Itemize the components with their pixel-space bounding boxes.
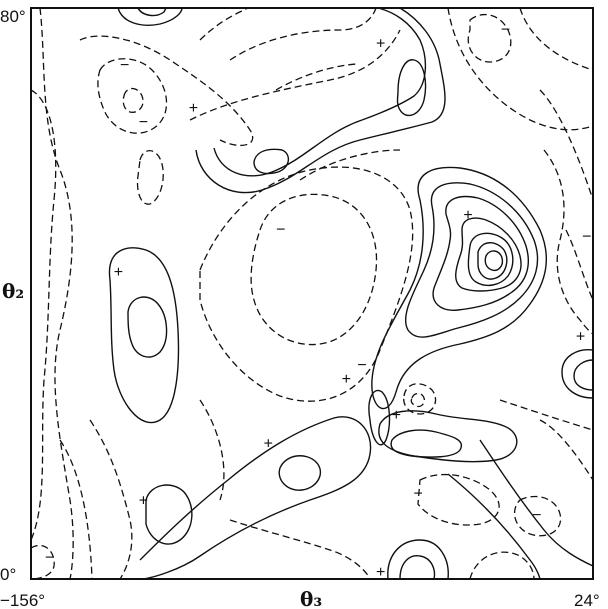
contour-solid <box>479 439 594 567</box>
positive-contours <box>108 7 594 580</box>
minimum-marker: − <box>139 114 148 131</box>
maximum-marker: + <box>189 100 198 117</box>
contour-dashed <box>539 89 594 201</box>
contour-dashed <box>79 35 254 147</box>
contour-dashed <box>410 392 426 408</box>
x-axis-label: θ₃ <box>300 587 322 609</box>
contour-solid <box>127 296 168 358</box>
plot-frame <box>30 7 594 580</box>
minimum-marker: − <box>414 485 423 502</box>
contour-solid <box>145 484 193 545</box>
contour-dashed <box>30 544 55 580</box>
contour-solid <box>484 250 504 272</box>
maximum-marker: + <box>342 371 351 388</box>
contour-dashed <box>403 383 437 415</box>
contour-dashed <box>39 7 74 580</box>
maximum-marker: + <box>576 328 585 345</box>
minimum-marker: − <box>501 21 510 38</box>
contour-dashed <box>469 551 535 580</box>
maximum-marker: + <box>376 564 385 581</box>
contour-dashed <box>199 399 225 501</box>
contour-dashed <box>417 473 500 526</box>
maximum-marker: + <box>463 207 472 224</box>
contour-solid <box>396 59 427 117</box>
contour-solid <box>455 217 522 292</box>
extrema-markers: ++++++++++−−−−−−−−− <box>45 21 591 581</box>
maximum-marker: + <box>114 264 123 281</box>
contour-solid <box>108 247 180 424</box>
contour-solid <box>404 182 539 338</box>
minimum-marker: − <box>357 357 366 374</box>
contour-dashed <box>189 29 401 121</box>
contour-solid <box>368 389 391 446</box>
contour-solid <box>467 232 514 287</box>
contour-dashed <box>97 58 168 134</box>
contour-dashed <box>122 87 144 113</box>
maximum-marker: + <box>264 435 273 452</box>
contour-solid <box>573 359 594 391</box>
contour-solid <box>117 7 183 26</box>
minimum-marker: − <box>582 228 591 245</box>
contour-solid <box>390 429 463 458</box>
contour-dashed <box>447 7 594 131</box>
contour-dashed <box>89 419 133 580</box>
contour-dashed <box>199 7 249 41</box>
contour-dashed <box>229 519 371 580</box>
minimum-marker: − <box>276 221 285 238</box>
maximum-marker: + <box>139 493 148 510</box>
contour-solid <box>253 148 289 175</box>
maximum-marker: + <box>392 407 401 424</box>
y-tick-top: 80° <box>0 7 26 26</box>
contour-solid <box>477 242 508 280</box>
contour-solid <box>561 349 594 399</box>
contour-dashed <box>136 150 164 205</box>
contour-dashed <box>467 13 512 63</box>
contour-dashed <box>229 7 377 61</box>
contour-dashed <box>59 439 93 580</box>
contour-dashed <box>250 193 378 346</box>
contour-dashed <box>539 419 594 481</box>
minimum-marker: − <box>532 507 541 524</box>
contour-solid <box>432 195 530 311</box>
contour-solid <box>195 7 446 194</box>
contour-solid <box>399 555 436 580</box>
contour-solid <box>371 166 547 410</box>
contour-solid <box>278 455 321 491</box>
contour-solid <box>139 416 372 580</box>
contour-dashed <box>199 166 414 402</box>
x-tick-left: −156° <box>0 591 45 609</box>
contour-dashed <box>543 149 594 335</box>
minimum-marker: − <box>45 550 54 567</box>
contour-solid <box>447 473 541 580</box>
y-axis-label: θ₂ <box>2 279 24 303</box>
contour-solid <box>137 7 167 17</box>
y-tick-bottom: 0° <box>0 565 16 584</box>
x-tick-right: 24° <box>574 591 600 609</box>
contour-dashed <box>30 89 57 541</box>
contour-dashed <box>299 149 401 181</box>
contour-dashed <box>519 7 594 71</box>
minimum-marker: − <box>120 57 129 74</box>
contour-solid <box>387 539 449 580</box>
contour-dashed <box>499 399 594 431</box>
contour-dashed <box>513 495 562 537</box>
negative-contours <box>30 7 594 580</box>
contour-dashed <box>565 229 594 301</box>
maximum-marker: + <box>376 36 385 53</box>
contour-solid <box>213 7 427 177</box>
